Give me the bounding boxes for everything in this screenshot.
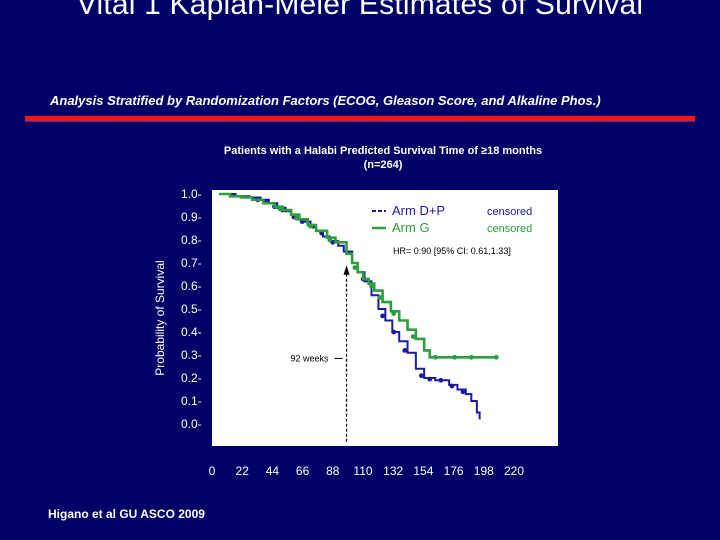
y-tick-label: 0.6-: [181, 279, 202, 293]
y-axis-label: Probability of Survival: [153, 260, 167, 375]
legend: Arm D+P Arm G censored censored: [372, 203, 532, 235]
legend-label-arm-g: Arm G: [392, 220, 430, 235]
y-tick-label: 0.8-: [181, 233, 202, 247]
y-tick-label: 0.4-: [181, 325, 202, 339]
slide-title: Vital 1 Kaplan-Meier Estimates of Surviv…: [76, 0, 644, 21]
censor-mark: [380, 313, 385, 319]
censor-mark: [308, 223, 313, 229]
x-tick-label: 66: [296, 464, 310, 478]
slide-subtitle: Analysis Stratified by Randomization Fac…: [50, 93, 601, 108]
censor-mark: [419, 373, 424, 379]
x-tick-label: 176: [444, 464, 464, 478]
y-tick-label: 0.2-: [181, 371, 202, 385]
x-tick-label: 132: [383, 464, 403, 478]
y-tick-label: 0.9-: [181, 210, 202, 224]
legend-label-arm-dp: Arm D+P: [392, 203, 445, 218]
title-divider-red: [25, 116, 695, 121]
censor-mark: [377, 295, 383, 300]
title-divider-blue: [25, 121, 695, 122]
y-tick-label: 1.0-: [181, 187, 202, 201]
chart-subtitle: (n=264): [364, 159, 403, 171]
censor-mark: [294, 215, 300, 221]
x-tick-label: 88: [326, 464, 340, 478]
x-tick-labels: 0 22 44 66 88 110 132 154 176 198 220: [209, 464, 525, 478]
median-arrow-icon: [343, 265, 350, 275]
censor-mark: [352, 265, 358, 270]
x-tick-label: 198: [474, 464, 494, 478]
censor-mark: [493, 354, 499, 360]
footnote: Higano et al GU ASCO 2009: [48, 507, 205, 521]
x-tick-label: 110: [353, 464, 372, 478]
y-tick-label: 0.1-: [181, 394, 202, 408]
legend-censored-arm-g: censored: [487, 223, 532, 235]
series-line-arm-g: [219, 192, 497, 359]
censor-mark: [410, 334, 416, 339]
x-tick-label: 154: [413, 464, 433, 478]
censor-mark: [468, 354, 474, 360]
chart-title: Patients with a Halabi Predicted Surviva…: [224, 145, 542, 157]
y-tick-label: 0.3-: [181, 348, 202, 362]
hazard-ratio-annotation: HR= 0.90 [95% CI: 0.61,1.33]: [393, 246, 511, 256]
y-tick-label: 0.7-: [181, 256, 202, 270]
censor-mark: [460, 389, 466, 395]
y-tick-labels: 1.0- 0.9- 0.8- 0.7- 0.6- 0.5- 0.4- 0.3- 0.2- 0.1-…: [181, 187, 202, 431]
censor-mark: [432, 354, 438, 360]
x-tick-label: 220: [504, 464, 524, 478]
y-tick-label: 0.5-: [181, 302, 202, 316]
censor-mark: [391, 311, 397, 316]
x-tick-label: 22: [236, 464, 250, 478]
y-tick-label: 0.0-: [181, 417, 202, 431]
median-label: 92 weeks: [291, 353, 330, 363]
series-layer: [219, 192, 499, 420]
censor-mark: [402, 348, 408, 353]
censor-mark: [391, 329, 397, 335]
legend-censored-arm-dp: censored: [487, 206, 532, 218]
censor-mark: [427, 376, 433, 382]
censor-mark: [449, 383, 455, 389]
censor-mark: [327, 237, 333, 243]
censor-mark: [452, 354, 458, 360]
x-tick-label: 0: [209, 464, 216, 478]
x-tick-label: 44: [266, 464, 280, 478]
censor-mark: [277, 206, 283, 212]
censor-mark: [369, 283, 374, 289]
censor-mark: [438, 377, 444, 383]
